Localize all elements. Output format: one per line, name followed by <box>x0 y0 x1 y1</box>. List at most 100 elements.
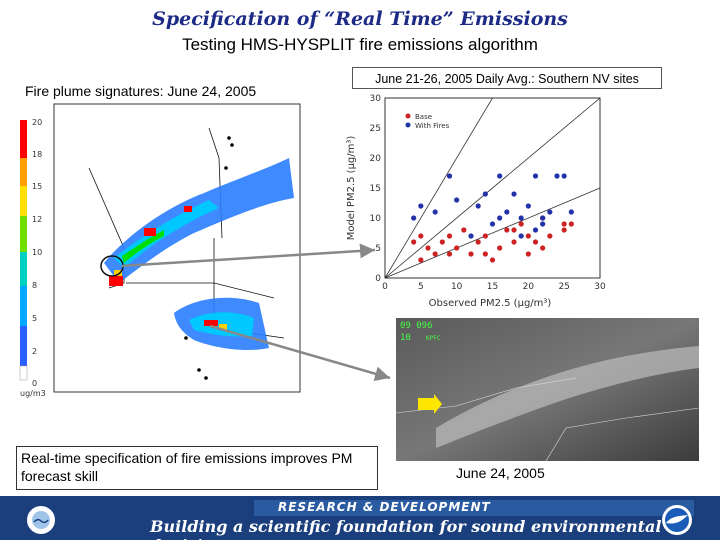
base-point <box>468 251 474 257</box>
fire-point <box>532 173 539 179</box>
forecast-note: Real-time specification of fire emission… <box>16 446 378 490</box>
x-tick-label: 20 <box>523 282 535 292</box>
colorbar-yellow <box>20 186 27 216</box>
base-point <box>446 251 453 257</box>
fire-plume-caption: Fire plume signatures: June 24, 2005 <box>25 83 257 99</box>
ref-line-1to1 <box>384 97 601 279</box>
fire-point <box>454 197 460 203</box>
smoke-plume <box>436 346 699 448</box>
satellite-timestamp-suffix: KPFC <box>426 335 441 342</box>
satellite-timestamp-line2: 10 <box>400 333 411 343</box>
footer-slogan: Building a scientific foundation for sou… <box>150 517 662 555</box>
legend-label: Base <box>415 113 432 121</box>
base-point <box>561 227 567 233</box>
colorbar-lightblue <box>20 286 27 326</box>
fire-point <box>532 227 539 233</box>
colorbar-tick: 18 <box>32 150 42 159</box>
colorbar-blue <box>20 326 27 366</box>
base-point <box>504 227 510 233</box>
base-point <box>446 233 453 239</box>
fire-point <box>432 209 438 215</box>
scatter-caption: June 21-26, 2005 Daily Avg.: Southern NV… <box>352 67 662 89</box>
colorbar-tick: 8 <box>32 281 37 290</box>
base-point <box>547 233 553 239</box>
y-tick-label: 20 <box>370 154 382 164</box>
colorbar-green <box>20 216 27 252</box>
colorbar-unit: ug/m3 <box>20 389 46 398</box>
base-point <box>454 245 460 251</box>
plume-hotspot <box>219 324 227 330</box>
fire-marker <box>204 376 208 380</box>
base-point <box>411 239 417 245</box>
legend-label: With Fires <box>415 122 450 130</box>
base-point <box>418 233 424 239</box>
fire-marker <box>230 143 234 147</box>
plume-hotspot <box>184 206 192 212</box>
fire-point <box>475 203 481 209</box>
x-axis-label: Observed PM2.5 (μg/m³) <box>429 298 552 309</box>
slide-subtitle: Testing HMS-HYSPLIT fire emissions algor… <box>182 35 538 54</box>
colorbar-cyan <box>20 252 27 286</box>
footer-label: RESEARCH & DEVELOPMENT <box>278 500 491 514</box>
base-point <box>511 227 517 233</box>
plume-hotspot <box>114 270 122 276</box>
fire-point <box>540 221 546 227</box>
base-point <box>432 251 438 257</box>
colorbar-tick: 10 <box>32 248 42 257</box>
fire-point <box>468 233 474 239</box>
plume-hotspot <box>204 320 218 326</box>
satellite-image: 09 096 10 KPFC <box>396 318 699 461</box>
base-point <box>425 245 431 251</box>
fire-point <box>446 173 453 179</box>
colorbar-red <box>20 120 27 158</box>
fire-point <box>518 215 524 221</box>
x-tick-label: 25 <box>558 282 569 292</box>
colorbar-tick: 12 <box>32 215 42 224</box>
fire-point <box>504 209 510 215</box>
fire-point <box>568 209 574 215</box>
legend-swatch-base <box>405 113 411 119</box>
base-point <box>439 239 445 245</box>
base-point <box>497 245 503 251</box>
fire-point <box>518 233 524 239</box>
fire-point <box>540 215 546 221</box>
slide-title: Specification of “Real Time” Emissions <box>152 8 568 30</box>
x-tick-label: 5 <box>418 282 424 292</box>
fire-point <box>547 209 553 215</box>
satellite-timestamp-line1: 09 096 <box>400 321 433 331</box>
y-tick-label: 0 <box>375 274 381 284</box>
fire-markers <box>184 136 234 380</box>
data-points <box>411 173 574 263</box>
base-point <box>561 221 567 227</box>
y-tick-label: 10 <box>370 214 382 224</box>
fire-point <box>489 221 496 227</box>
colorbar: 20 18 15 12 10 8 5 2 0 ug/m3 <box>19 118 46 398</box>
fire-point <box>511 191 517 197</box>
fire-marker <box>224 166 228 170</box>
colorbar-tick: 15 <box>32 182 42 191</box>
fire-marker <box>197 368 201 372</box>
fire-plume-map: 20 18 15 12 10 8 5 2 0 ug/m3 <box>19 103 301 398</box>
base-point <box>525 251 531 257</box>
x-tick-labels: 0 5 10 15 20 25 30 <box>382 282 606 292</box>
plume-hotspot <box>109 276 123 286</box>
base-point <box>482 233 488 239</box>
base-point <box>482 251 488 257</box>
satellite-arrow-icon <box>418 394 442 414</box>
scatter-chart: 0 5 10 15 20 25 30 0 5 10 15 20 25 30 Base With Fire… <box>346 94 606 309</box>
y-tick-labels: 0 5 10 15 20 25 30 <box>370 94 382 284</box>
fire-marker <box>184 336 188 340</box>
base-point <box>525 233 531 239</box>
legend-swatch-fires <box>405 122 411 128</box>
colorbar-tick: 0 <box>32 379 37 388</box>
x-tick-label: 15 <box>487 282 498 292</box>
base-point <box>518 221 524 227</box>
y-tick-label: 25 <box>370 124 381 134</box>
y-tick-label: 5 <box>375 244 381 254</box>
base-point <box>568 221 574 227</box>
base-point <box>475 239 481 245</box>
base-point <box>489 257 496 263</box>
epa-seal-icon <box>25 504 57 536</box>
noaa-logo-icon <box>662 505 692 535</box>
colorbar-tick: 2 <box>32 347 37 356</box>
